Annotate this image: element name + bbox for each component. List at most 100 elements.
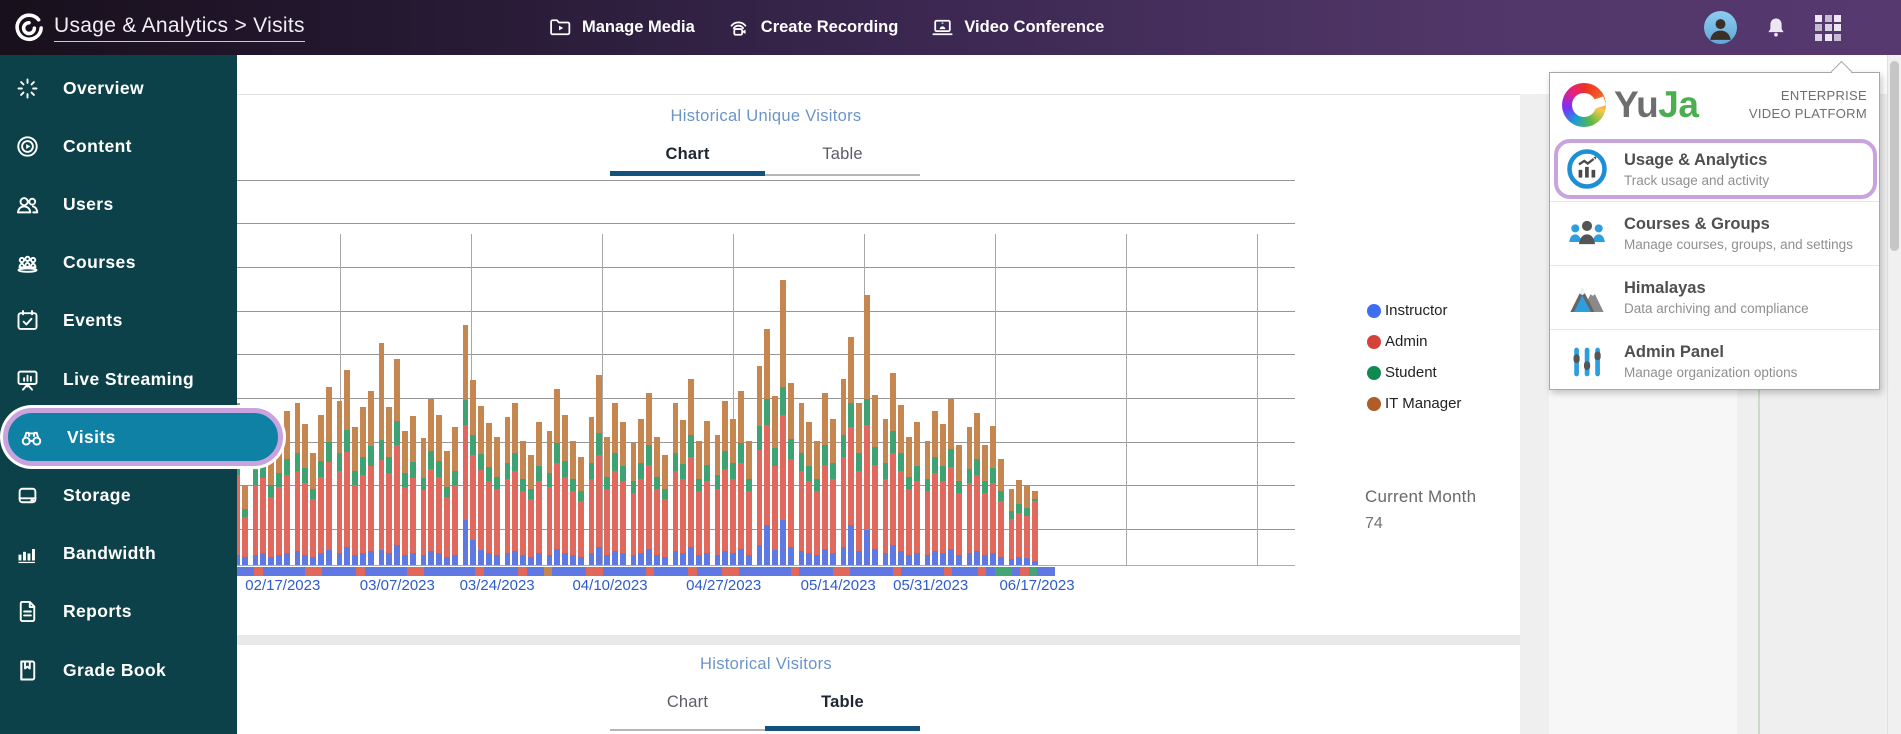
app-item-admin-panel[interactable]: Admin Panel Manage organization options (1550, 329, 1879, 393)
sidebar-item-label: Storage (63, 484, 131, 505)
video-conference-button[interactable]: Video Conference (930, 15, 1104, 40)
x-axis-tick-label: 04/27/2023 (686, 577, 762, 594)
sidebar-item-users[interactable]: Users (0, 175, 237, 233)
create-recording-button[interactable]: Create Recording (727, 15, 899, 40)
bar-stack (570, 441, 576, 565)
bar-stack (764, 329, 771, 565)
bar-stack (619, 422, 626, 565)
bar-stack (913, 422, 920, 565)
tab-chart-unique_visitors[interactable]: Chart (665, 145, 710, 163)
user-avatar[interactable] (1704, 11, 1737, 44)
gridline-horizontal (237, 180, 1295, 181)
sidebar-item-label: Bandwidth (63, 543, 157, 564)
app-item-text: Himalayas Data archiving and compliance (1624, 279, 1809, 316)
bar-stack (344, 370, 351, 565)
bar-stack (310, 453, 317, 565)
visitors-section: Historical Visitors Chart Table (237, 645, 1520, 734)
bar-stack (283, 411, 290, 565)
legend-item-student[interactable]: Student (1367, 357, 1461, 388)
tab-table-visitors[interactable]: Table (821, 693, 864, 711)
video-conference-icon (930, 15, 955, 40)
sidebar-item-content[interactable]: Content (0, 117, 237, 175)
bar-stack (604, 437, 611, 565)
chart-x-axis: 02/17/2023 03/07/2023 03/24/2023 04/10/2023… (237, 577, 1074, 595)
notifications-bell-icon[interactable] (1763, 15, 1789, 41)
bar-stack (661, 455, 668, 565)
bar-stack (451, 427, 458, 565)
bar-stack (738, 391, 744, 565)
app-item-subtitle: Data archiving and compliance (1624, 301, 1809, 316)
users-icon (14, 191, 41, 218)
gridline-vertical (994, 234, 996, 565)
current-month-block: Current Month 74 (1365, 487, 1476, 533)
unique-visitors-title: Historical Unique Visitors (670, 107, 862, 125)
app-item-title: Usage & Analytics (1624, 150, 1768, 169)
bar-stack (470, 380, 477, 565)
bar-stack (318, 415, 324, 565)
sidebar-item-overview[interactable]: Overview (0, 59, 237, 117)
x-axis-tick-label: 05/31/2023 (893, 577, 969, 594)
bar-stack (630, 443, 637, 565)
bar-stack (848, 337, 855, 565)
gridline-vertical (733, 234, 735, 565)
sidebar-item-reports[interactable]: Reports (0, 583, 237, 641)
apps-grid-icon[interactable] (1815, 14, 1841, 41)
app-switcher-panel: YuJa ENTERPRISE VIDEO PLATFORM Usage & A… (1549, 60, 1880, 393)
sidebar-item-events[interactable]: Events (0, 292, 237, 350)
legend-item-instructor[interactable]: Instructor (1367, 295, 1461, 326)
manage-media-button[interactable]: Manage Media (548, 15, 695, 40)
app-item-usage-analytics[interactable]: Usage & Analytics Track usage and activit… (1550, 137, 1879, 201)
top-action-label: Create Recording (760, 18, 899, 36)
app-switcher-items: Usage & Analytics Track usage and activit… (1550, 137, 1879, 393)
bar-stack (814, 441, 821, 565)
panel-divider (237, 635, 1520, 645)
content-icon (14, 133, 41, 160)
app-item-courses-groups[interactable]: Courses & Groups Manage courses, groups, … (1550, 201, 1879, 265)
sidebar-item-courses[interactable]: Courses (0, 234, 237, 292)
unique-visitors-chart (237, 179, 1295, 566)
chart-navigator-strip[interactable] (237, 567, 1055, 576)
yuja-wordmark: YuJa (1614, 84, 1699, 125)
bar-stack (302, 424, 309, 565)
sidebar-item-grade-book[interactable]: Grade Book (0, 641, 237, 699)
legend-item-it-manager[interactable]: IT Manager (1367, 388, 1461, 419)
tab-table-unique_visitors[interactable]: Table (822, 145, 863, 163)
manage-media-icon (548, 15, 573, 40)
legend-item-admin[interactable]: Admin (1367, 326, 1461, 357)
bar-stack (325, 387, 332, 565)
bar-stack (546, 431, 553, 565)
bar-stack (367, 391, 374, 565)
sidebar-item-label: Visits (67, 426, 116, 447)
bar-stack (932, 411, 939, 565)
scrollbar-thumb[interactable] (1890, 61, 1899, 251)
usage-analytics-icon (1566, 148, 1608, 190)
sidebar-item-label: Overview (63, 77, 145, 98)
bar-stack (409, 416, 416, 565)
x-axis-tick-label: 02/17/2023 (245, 577, 321, 594)
bar-stack (974, 413, 981, 565)
courses-groups-icon (1566, 213, 1608, 255)
current-month-value: 74 (1365, 515, 1383, 532)
bar-stack (535, 422, 542, 565)
tab-chart-visitors[interactable]: Chart (666, 693, 709, 711)
sidebar-item-bandwidth[interactable]: Bandwidth (0, 525, 237, 583)
app-item-himalayas[interactable]: Himalayas Data archiving and compliance (1550, 265, 1879, 329)
sidebar-item-live-streaming[interactable]: Live Streaming (0, 350, 237, 408)
bar-stack (638, 419, 645, 565)
bar-stack (798, 403, 805, 565)
bar-stack (428, 399, 435, 565)
x-axis-tick-label: 05/14/2023 (800, 577, 876, 594)
bar-stack (871, 395, 878, 565)
bar-stack (882, 419, 889, 565)
sidebar-item-storage[interactable]: Storage (0, 466, 237, 524)
bar-stack (1032, 491, 1038, 565)
bar-stack (672, 403, 679, 565)
bar-stack (730, 419, 737, 565)
bar-stack (864, 295, 870, 565)
sidebar-item-visits[interactable]: Visits (3, 408, 283, 467)
visitors-tab-underline (610, 726, 920, 731)
app-item-subtitle: Manage organization options (1624, 365, 1798, 380)
visitors-tabs: Chart Table (610, 693, 920, 719)
bar-stack (940, 424, 947, 565)
yuja-logo-icon[interactable] (12, 11, 46, 45)
